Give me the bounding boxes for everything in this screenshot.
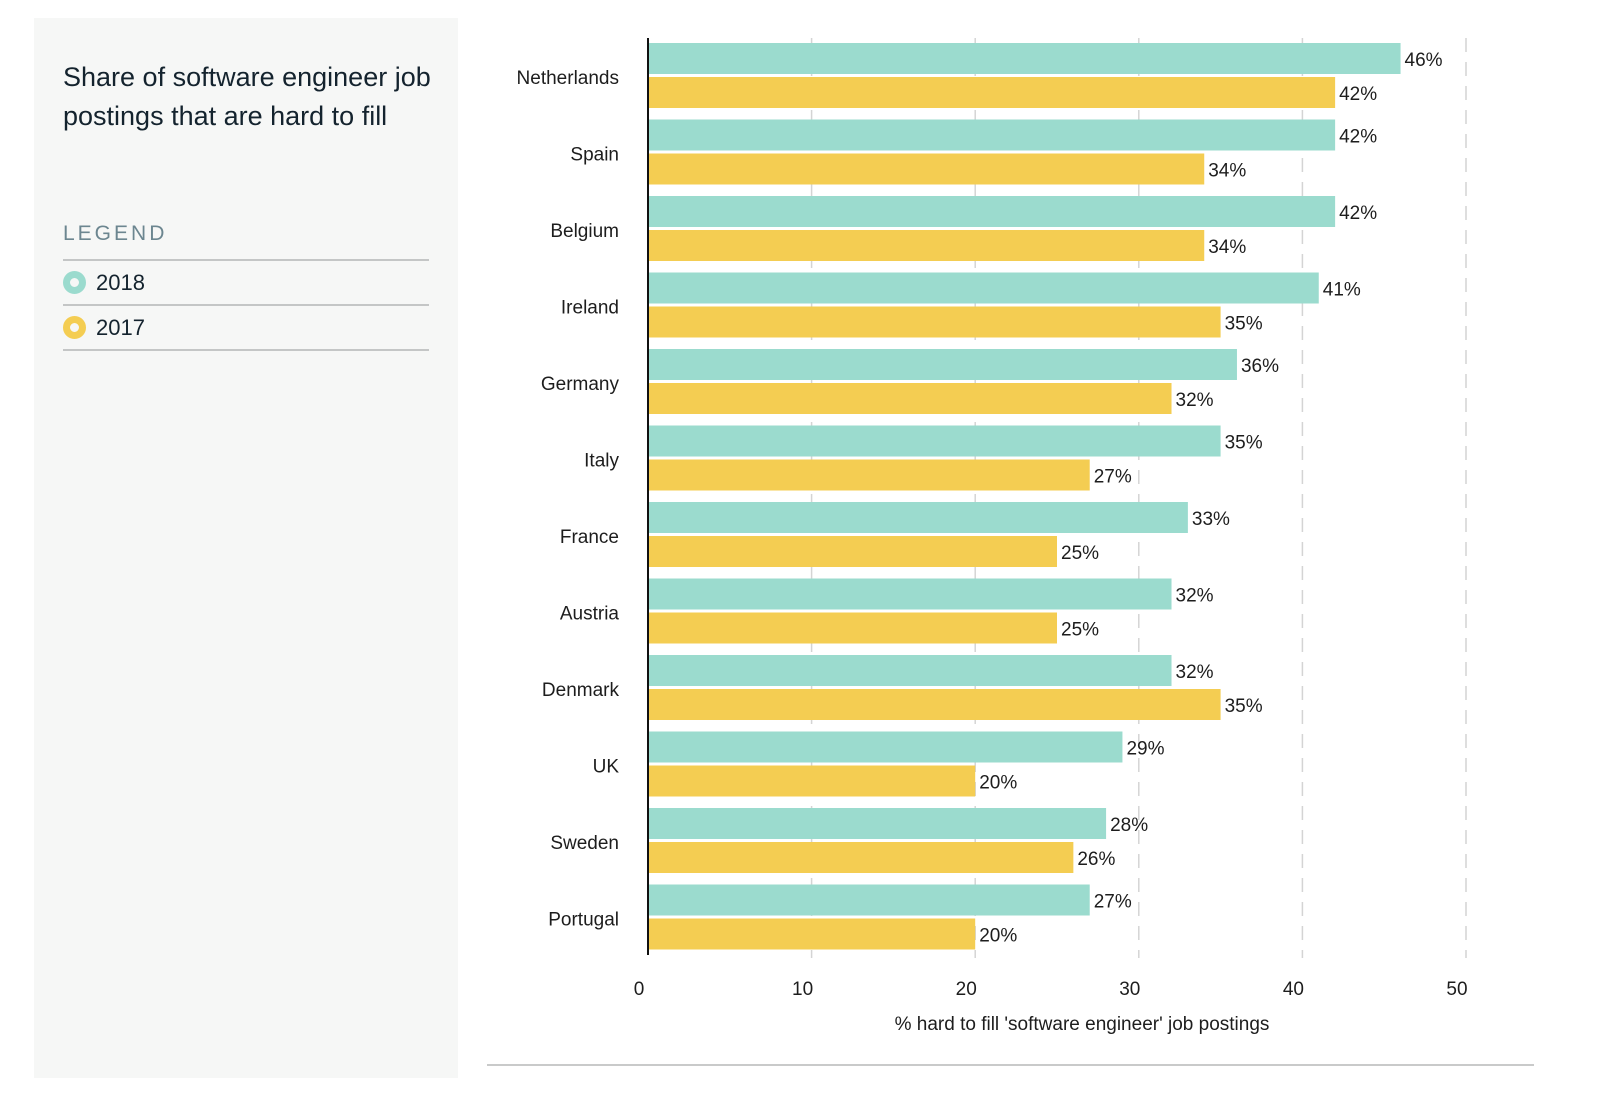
category-label: Ireland	[561, 298, 619, 319]
bar-2017	[648, 77, 1335, 108]
x-axis-label: % hard to fill 'software engineer' job p…	[895, 1014, 1270, 1035]
data-label: 33%	[1192, 509, 1230, 530]
bar-2017	[648, 383, 1172, 414]
bar-2017	[648, 919, 975, 950]
data-label: 27%	[1094, 467, 1132, 488]
category-label: UK	[593, 757, 620, 778]
x-tick-label: 50	[1446, 979, 1467, 1000]
bar-chart: 0 10 20 30 40 50 % hard to fill 'software engi…	[0, 0, 1600, 1096]
bar-2018	[648, 273, 1319, 304]
data-label: 35%	[1225, 696, 1263, 717]
data-label: 42%	[1339, 203, 1377, 224]
data-label: 26%	[1077, 849, 1115, 870]
data-label: 42%	[1339, 84, 1377, 105]
data-label: 35%	[1225, 433, 1263, 454]
bar-2018	[648, 885, 1090, 916]
data-label: 32%	[1176, 586, 1214, 607]
bar-2017	[648, 613, 1057, 644]
data-label: 35%	[1225, 314, 1263, 335]
category-label: France	[560, 527, 619, 548]
bar-2017	[648, 230, 1204, 261]
category-label: Austria	[560, 604, 620, 625]
bar-2017	[648, 307, 1221, 338]
bar-2018	[648, 808, 1106, 839]
data-label: 41%	[1323, 280, 1361, 301]
data-label: 32%	[1176, 662, 1214, 683]
bar-2018	[648, 732, 1122, 763]
bar-2017	[648, 842, 1073, 873]
bar-2018	[648, 579, 1172, 610]
bar-2017	[648, 460, 1090, 491]
data-label: 34%	[1208, 237, 1246, 258]
data-label: 29%	[1126, 739, 1164, 760]
data-label: 42%	[1339, 127, 1377, 148]
data-label: 25%	[1061, 620, 1099, 641]
x-tick-label: 10	[792, 979, 813, 1000]
data-label: 46%	[1405, 50, 1443, 71]
bar-2018	[648, 655, 1172, 686]
x-tick-label: 0	[634, 979, 645, 1000]
bar-2018	[648, 349, 1237, 380]
bar-2017	[648, 689, 1221, 720]
data-label: 20%	[979, 926, 1017, 947]
category-label: Sweden	[550, 833, 619, 854]
data-label: 34%	[1208, 161, 1246, 182]
data-label: 28%	[1110, 815, 1148, 836]
bar-2018	[648, 502, 1188, 533]
bar-2018	[648, 120, 1335, 151]
bar-2018	[648, 426, 1221, 457]
x-tick-label: 40	[1283, 979, 1304, 1000]
data-label: 27%	[1094, 892, 1132, 913]
category-label: Denmark	[542, 680, 620, 701]
category-label: Spain	[570, 145, 619, 166]
category-label: Netherlands	[517, 68, 619, 89]
x-tick-label: 20	[956, 979, 977, 1000]
category-label: Portugal	[548, 910, 619, 931]
bar-2017	[648, 766, 975, 797]
data-label: 36%	[1241, 356, 1279, 377]
divider	[487, 1064, 1534, 1066]
category-label: Germany	[541, 374, 620, 395]
x-tick-label: 30	[1119, 979, 1140, 1000]
bar-2017	[648, 154, 1204, 185]
data-label: 20%	[979, 773, 1017, 794]
data-label: 25%	[1061, 543, 1099, 564]
category-label: Italy	[584, 451, 619, 472]
category-label: Belgium	[550, 221, 619, 242]
bar-2018	[648, 43, 1401, 74]
bar-2017	[648, 536, 1057, 567]
data-label: 32%	[1176, 390, 1214, 411]
bar-2018	[648, 196, 1335, 227]
